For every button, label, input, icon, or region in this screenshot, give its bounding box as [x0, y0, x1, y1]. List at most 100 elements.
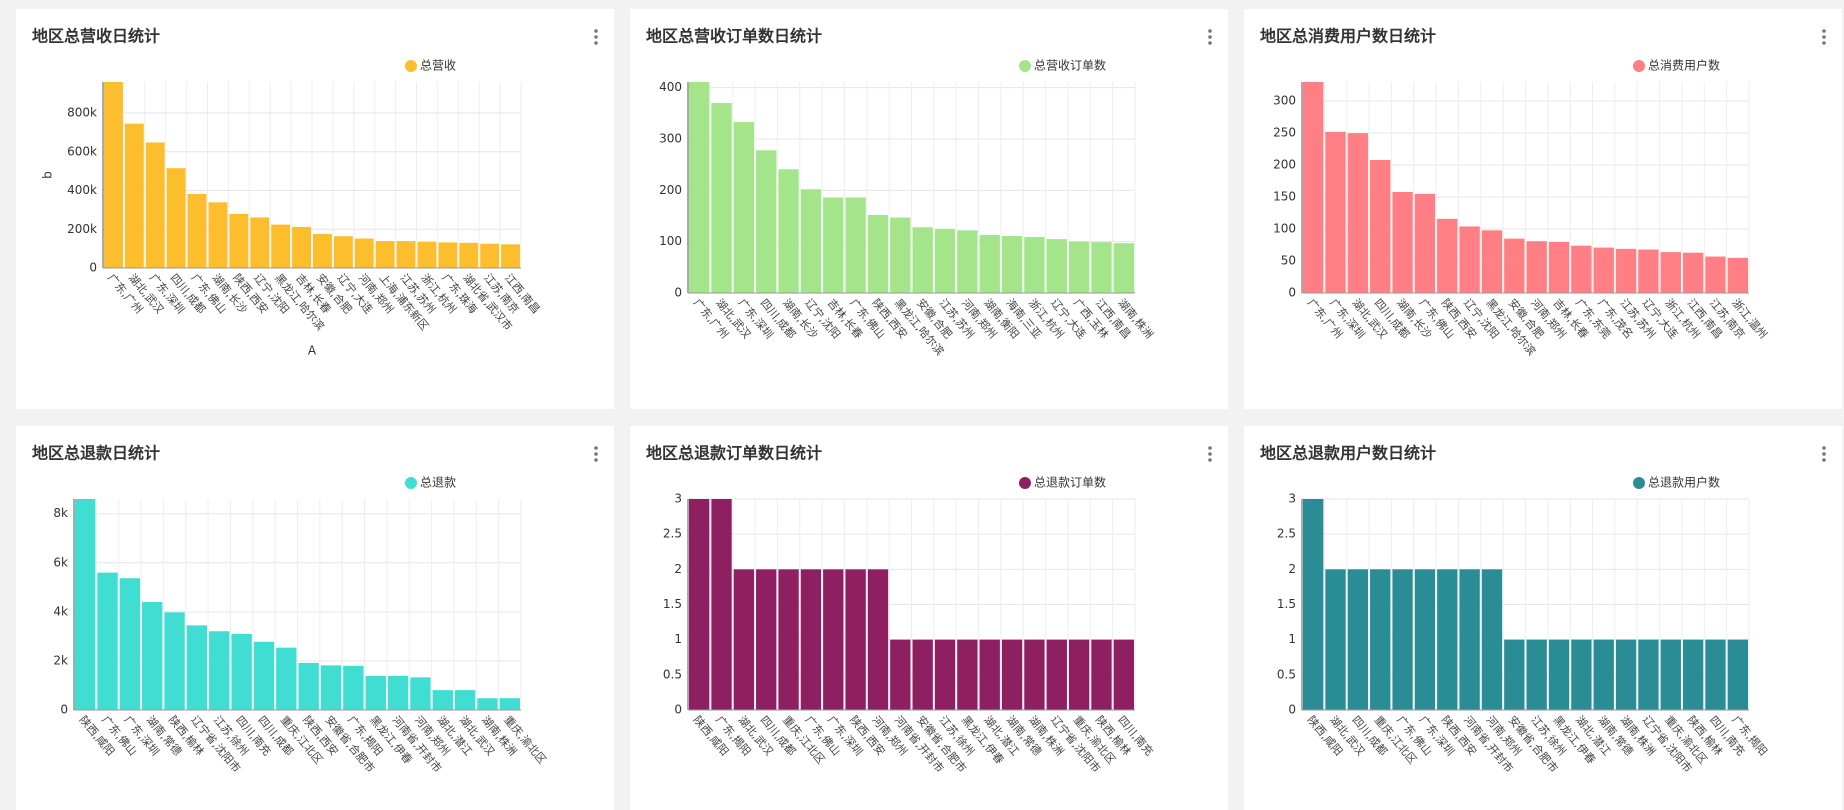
- menu-button[interactable]: [1822, 29, 1826, 45]
- bar: [1481, 569, 1503, 710]
- bar: [979, 639, 1000, 710]
- bar: [375, 241, 395, 268]
- bar: [1571, 245, 1592, 293]
- menu-button[interactable]: [1208, 446, 1212, 462]
- y-tick-label: 2.5: [663, 527, 682, 541]
- bar: [957, 230, 978, 293]
- menu-button[interactable]: [594, 29, 598, 45]
- legend-item[interactable]: 总退款: [405, 476, 456, 490]
- bar: [1046, 239, 1067, 293]
- legend-item[interactable]: 总营收: [405, 59, 456, 73]
- bar: [1660, 639, 1681, 710]
- bar: [1481, 230, 1503, 293]
- y-tick-label: 8k: [53, 506, 68, 520]
- bar: [979, 234, 1000, 293]
- y-tick-label: 400k: [67, 183, 97, 197]
- legend-swatch: [405, 477, 417, 489]
- bar: [1459, 226, 1480, 293]
- legend-swatch: [1633, 477, 1645, 489]
- legend-label: 总退款用户数: [1648, 475, 1720, 490]
- menu-dot: [594, 29, 598, 33]
- bar: [689, 499, 710, 710]
- bar: [1593, 639, 1614, 710]
- bar: [711, 499, 732, 710]
- bar: [187, 193, 207, 268]
- y-tick-label: 800k: [67, 106, 97, 120]
- bar: [1001, 639, 1023, 710]
- chart-title: 地区总营收订单数日统计: [646, 27, 822, 46]
- y-tick-label: 200k: [67, 222, 97, 236]
- bar: [164, 612, 185, 710]
- y-tick-label: 100: [659, 234, 682, 248]
- chart-panel: 地区总退款用户数日统计00.511.522.53陕西,咸阳湖北,武汉四川,成都重…: [1244, 426, 1842, 810]
- bar: [1459, 569, 1480, 710]
- bar: [75, 499, 96, 710]
- bar: [1392, 569, 1413, 710]
- bar: [387, 675, 409, 710]
- bar: [689, 82, 710, 293]
- y-tick-label: 0: [1288, 286, 1296, 300]
- bar: [1347, 133, 1369, 293]
- bar: [934, 228, 956, 293]
- menu-dot: [1822, 35, 1826, 39]
- menu-dot: [1822, 29, 1826, 33]
- menu-dot: [594, 446, 598, 450]
- bar: [343, 665, 364, 710]
- menu-button[interactable]: [594, 446, 598, 462]
- chart-title: 地区总退款订单数日统计: [646, 444, 822, 463]
- chart-panel: 地区总退款日统计02k4k6k8k陕西,咸阳广东,佛山广东,深圳湖南,常德陕西,…: [16, 426, 614, 810]
- y-tick-label: 0: [674, 703, 682, 717]
- bar: [733, 122, 755, 293]
- bar: [186, 625, 208, 710]
- legend-item[interactable]: 总退款订单数: [1019, 475, 1106, 490]
- menu-button[interactable]: [1208, 29, 1212, 45]
- bar: [365, 675, 386, 710]
- bar: [1068, 241, 1090, 293]
- bar: [1024, 237, 1045, 293]
- bar: [756, 569, 777, 710]
- legend-swatch: [405, 60, 417, 72]
- bar: [480, 243, 500, 268]
- bar: [1727, 639, 1748, 710]
- legend-item[interactable]: 总营收订单数: [1019, 58, 1106, 73]
- bar: [957, 639, 978, 710]
- bar: [1325, 131, 1346, 293]
- bar: [1091, 639, 1112, 710]
- legend-item[interactable]: 总退款用户数: [1633, 475, 1720, 490]
- bar: [119, 578, 141, 710]
- y-tick-label: 200: [659, 183, 682, 197]
- bar: [124, 123, 144, 268]
- menu-button[interactable]: [1822, 446, 1826, 462]
- bar: [756, 150, 777, 293]
- menu-dot: [1822, 452, 1826, 456]
- y-tick-label: 1.5: [663, 597, 682, 611]
- bar: [778, 569, 799, 710]
- chart-panel: 地区总消费用户数日统计050100150200250300广东,广州广东,深圳湖…: [1244, 9, 1842, 409]
- y-axis-label: b: [41, 171, 55, 179]
- bar: [499, 698, 520, 710]
- bar: [333, 236, 353, 268]
- bar: [104, 82, 123, 268]
- bar: [1682, 639, 1704, 710]
- bar: [1370, 160, 1391, 293]
- y-tick-label: 3: [674, 492, 682, 506]
- menu-dot: [1208, 29, 1212, 33]
- bar: [1347, 569, 1369, 710]
- y-tick-label: 0: [60, 703, 68, 717]
- bar: [229, 213, 249, 268]
- bar: [1024, 639, 1045, 710]
- chart-title: 地区总营收日统计: [32, 27, 160, 46]
- bar: [1303, 499, 1324, 710]
- bar: [890, 217, 911, 293]
- chart-panel: 地区总退款订单数日统计00.511.522.53陕西,咸阳广东,揭阳湖北,武汉四…: [630, 426, 1228, 810]
- y-tick-label: 300: [659, 131, 682, 145]
- menu-dot: [1208, 458, 1212, 462]
- legend-item[interactable]: 总消费用户数: [1633, 58, 1720, 73]
- chart-title: 地区总退款日统计: [32, 444, 160, 463]
- bar: [432, 690, 453, 710]
- bar: [438, 242, 458, 268]
- y-tick-label: 3: [1288, 492, 1296, 506]
- bar: [800, 189, 822, 293]
- chart-panel: 地区总营收日统计0200k400k600k800k广东,广州湖北,武汉广东,深圳…: [16, 9, 614, 409]
